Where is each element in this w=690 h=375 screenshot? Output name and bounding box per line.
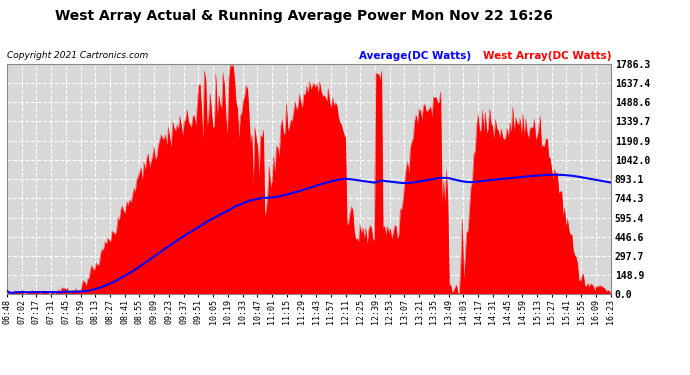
Text: West Array(DC Watts): West Array(DC Watts): [483, 51, 611, 61]
Text: West Array Actual & Running Average Power Mon Nov 22 16:26: West Array Actual & Running Average Powe…: [55, 9, 553, 23]
Text: Copyright 2021 Cartronics.com: Copyright 2021 Cartronics.com: [7, 51, 148, 60]
Text: Average(DC Watts): Average(DC Watts): [359, 51, 471, 61]
